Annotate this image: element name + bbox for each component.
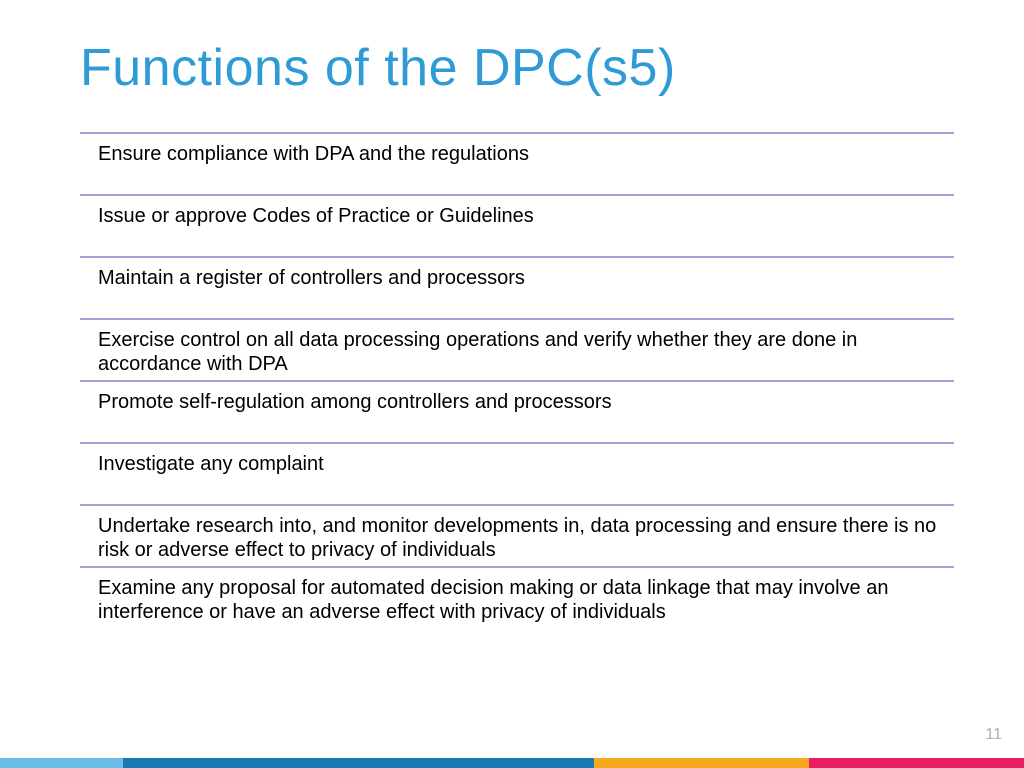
- list-item-text: Undertake research into, and monitor dev…: [98, 514, 954, 562]
- list-item: Investigate any complaint: [80, 442, 954, 504]
- stripe-segment: [809, 758, 1024, 768]
- list-item: Maintain a register of controllers and p…: [80, 256, 954, 318]
- stripe-segment: [594, 758, 809, 768]
- list-item: Undertake research into, and monitor dev…: [80, 504, 954, 566]
- slide-title: Functions of the DPC(s5): [80, 38, 954, 98]
- stripe-segment: [123, 758, 594, 768]
- list-item: Issue or approve Codes of Practice or Gu…: [80, 194, 954, 256]
- stripe-segment: [0, 758, 123, 768]
- list-item-text: Issue or approve Codes of Practice or Gu…: [98, 204, 534, 228]
- list-item-text: Maintain a register of controllers and p…: [98, 266, 525, 290]
- list-item: Ensure compliance with DPA and the regul…: [80, 132, 954, 194]
- list-item: Examine any proposal for automated decis…: [80, 566, 954, 628]
- page-number: 11: [985, 726, 1002, 744]
- footer-stripe: [0, 758, 1024, 768]
- list-item-text: Examine any proposal for automated decis…: [98, 576, 954, 624]
- list-item: Exercise control on all data processing …: [80, 318, 954, 380]
- list-item-text: Ensure compliance with DPA and the regul…: [98, 142, 529, 166]
- list-item-text: Promote self-regulation among controller…: [98, 390, 612, 414]
- list-item-text: Investigate any complaint: [98, 452, 324, 476]
- list-item-text: Exercise control on all data processing …: [98, 328, 954, 376]
- function-list: Ensure compliance with DPA and the regul…: [80, 132, 954, 628]
- list-item: Promote self-regulation among controller…: [80, 380, 954, 442]
- slide: Functions of the DPC(s5) Ensure complian…: [0, 0, 1024, 768]
